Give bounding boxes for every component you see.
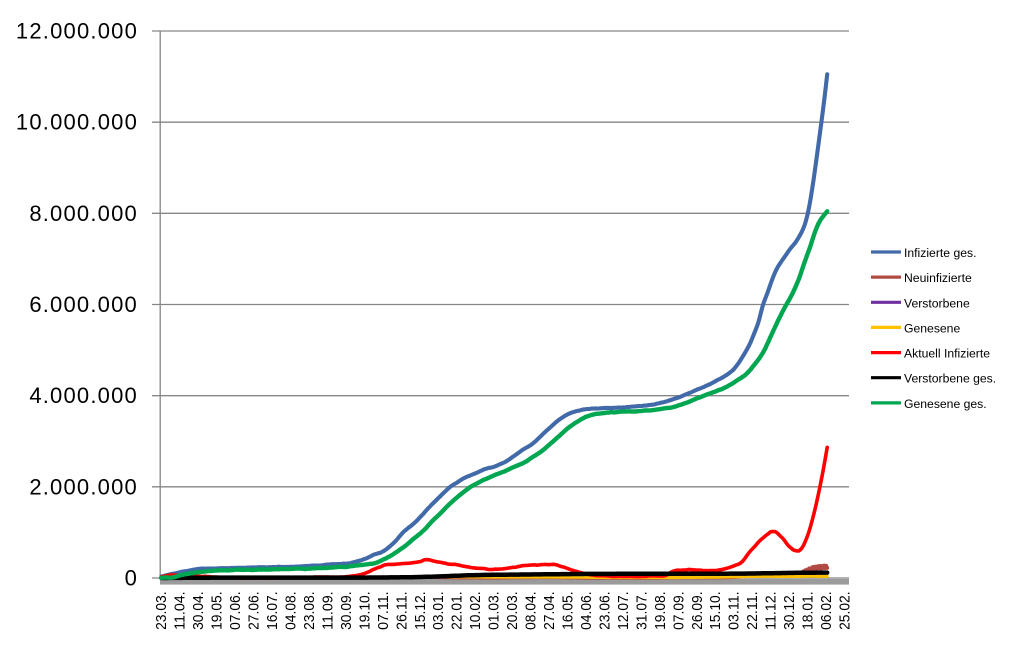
svg-text:26.11.: 26.11. [394, 591, 410, 630]
svg-text:Verstorbene: Verstorbene [904, 296, 970, 310]
svg-text:15.10.: 15.10. [708, 591, 724, 630]
svg-text:08.04.: 08.04. [524, 591, 540, 630]
svg-text:15.12.: 15.12. [413, 591, 429, 630]
svg-text:19.08.: 19.08. [653, 591, 669, 630]
svg-text:10.02.: 10.02. [468, 591, 484, 630]
svg-text:25.02.: 25.02. [838, 591, 854, 630]
svg-text:07.09.: 07.09. [671, 591, 687, 630]
svg-text:03.11.: 03.11. [727, 591, 743, 630]
svg-text:22.01.: 22.01. [450, 591, 466, 630]
svg-text:11.09.: 11.09. [320, 591, 336, 630]
svg-text:18.01.: 18.01. [801, 591, 817, 630]
svg-text:23.03.: 23.03. [154, 591, 170, 630]
svg-text:19.05.: 19.05. [210, 591, 226, 630]
svg-text:27.04.: 27.04. [542, 591, 558, 630]
svg-text:0: 0 [125, 566, 138, 591]
svg-text:30.12.: 30.12. [782, 591, 798, 630]
svg-text:22.11.: 22.11. [745, 591, 761, 630]
svg-text:6.000.000: 6.000.000 [29, 292, 138, 317]
svg-text:12.07.: 12.07. [616, 591, 632, 630]
svg-text:4.000.000: 4.000.000 [29, 383, 138, 408]
svg-text:11.04.: 11.04. [173, 591, 189, 630]
svg-text:30.09.: 30.09. [339, 591, 355, 630]
svg-text:04.08.: 04.08. [284, 591, 300, 630]
svg-text:30.04.: 30.04. [191, 591, 207, 630]
svg-text:31.07.: 31.07. [634, 591, 650, 630]
svg-text:16.05.: 16.05. [561, 591, 577, 630]
svg-text:2.000.000: 2.000.000 [29, 474, 138, 499]
svg-text:06.02.: 06.02. [819, 591, 835, 630]
svg-text:07.11.: 07.11. [376, 591, 392, 630]
svg-text:23.06.: 23.06. [597, 591, 613, 630]
svg-text:Aktuell Infizierte: Aktuell Infizierte [904, 347, 990, 361]
svg-text:03.01.: 03.01. [431, 591, 447, 630]
svg-text:23.08.: 23.08. [302, 591, 318, 630]
svg-text:16.07.: 16.07. [265, 591, 281, 630]
svg-text:20.03.: 20.03. [505, 591, 521, 630]
svg-text:19.10.: 19.10. [357, 591, 373, 630]
svg-text:Infizierte ges.: Infizierte ges. [904, 246, 976, 260]
svg-text:12.000.000: 12.000.000 [16, 19, 138, 44]
svg-text:27.06.: 27.06. [247, 591, 263, 630]
svg-text:04.06.: 04.06. [579, 591, 595, 630]
svg-text:Neuinfizierte: Neuinfizierte [904, 271, 972, 285]
svg-text:8.000.000: 8.000.000 [29, 201, 138, 226]
svg-text:Verstorbene ges.: Verstorbene ges. [904, 372, 996, 386]
svg-text:07.06.: 07.06. [228, 591, 244, 630]
svg-text:10.000.000: 10.000.000 [16, 110, 138, 135]
svg-text:Genesene ges.: Genesene ges. [904, 397, 987, 411]
svg-text:01.03.: 01.03. [487, 591, 503, 630]
svg-text:26.09.: 26.09. [690, 591, 706, 630]
svg-text:Genesene: Genesene [904, 321, 960, 335]
svg-text:11.12.: 11.12. [764, 591, 780, 630]
